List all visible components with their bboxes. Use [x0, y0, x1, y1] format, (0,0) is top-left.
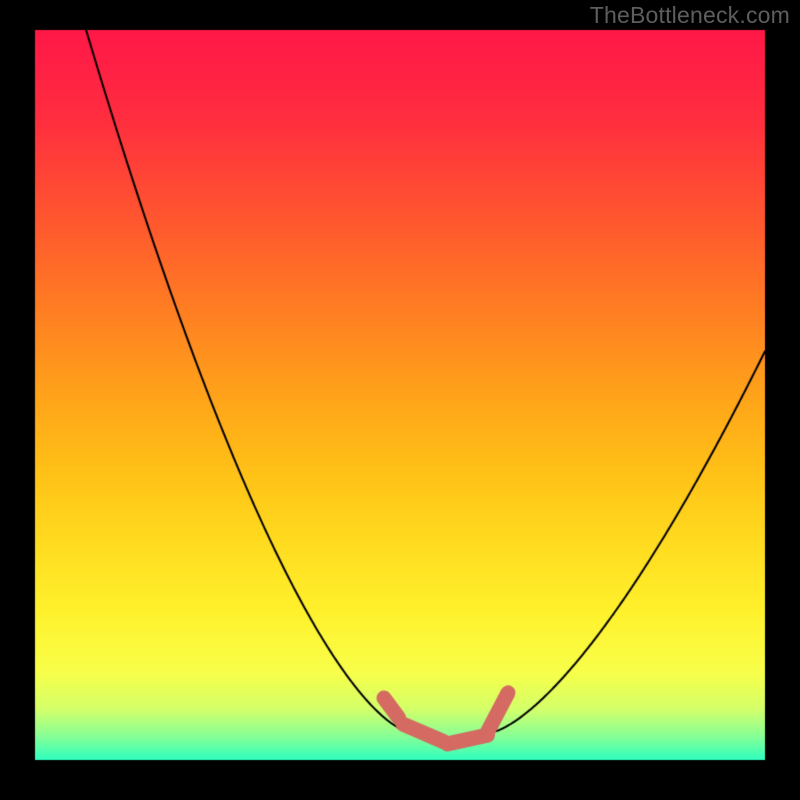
bottleneck-chart-canvas: [0, 0, 800, 800]
watermark-text: TheBottleneck.com: [590, 2, 790, 29]
